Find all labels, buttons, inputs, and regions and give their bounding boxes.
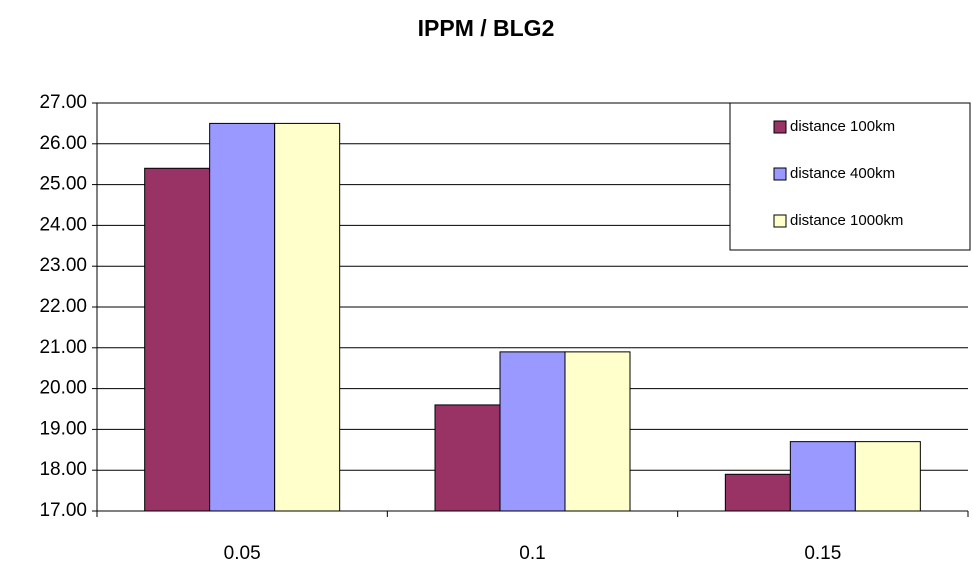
y-tick-label: 22.00 [39,296,87,317]
legend-label: distance 400km [790,165,895,182]
bar [274,122,341,512]
bar [434,404,501,512]
y-tick-label: 21.00 [39,337,87,358]
bar [564,351,631,512]
x-tick-label: 0.1 [519,543,545,564]
y-tick-label: 23.00 [39,255,87,276]
y-tick-label: 19.00 [39,418,87,439]
legend-label: distance 1000km [790,212,903,229]
x-tick-label: 0.15 [804,543,841,564]
y-tick-label: 17.00 [39,500,87,521]
bar [854,441,921,512]
legend-box [729,102,971,251]
y-tick-label: 25.00 [39,174,87,195]
x-tick-label: 0.05 [224,543,261,564]
bar [144,167,211,512]
bar [499,351,566,512]
y-tick-label: 26.00 [39,133,87,154]
y-tick-label: 27.00 [39,92,87,113]
bar [724,473,791,512]
bar [209,122,276,512]
y-tick-label: 24.00 [39,214,87,235]
chart-title: IPPM / BLG2 [418,15,555,41]
y-tick-label: 20.00 [39,378,87,399]
bar [789,441,856,512]
y-tick-label: 18.00 [39,459,87,480]
legend-swatch [773,167,787,181]
legend-swatch [773,214,787,228]
legend-swatch [773,120,787,134]
legend-label: distance 100km [790,118,895,135]
